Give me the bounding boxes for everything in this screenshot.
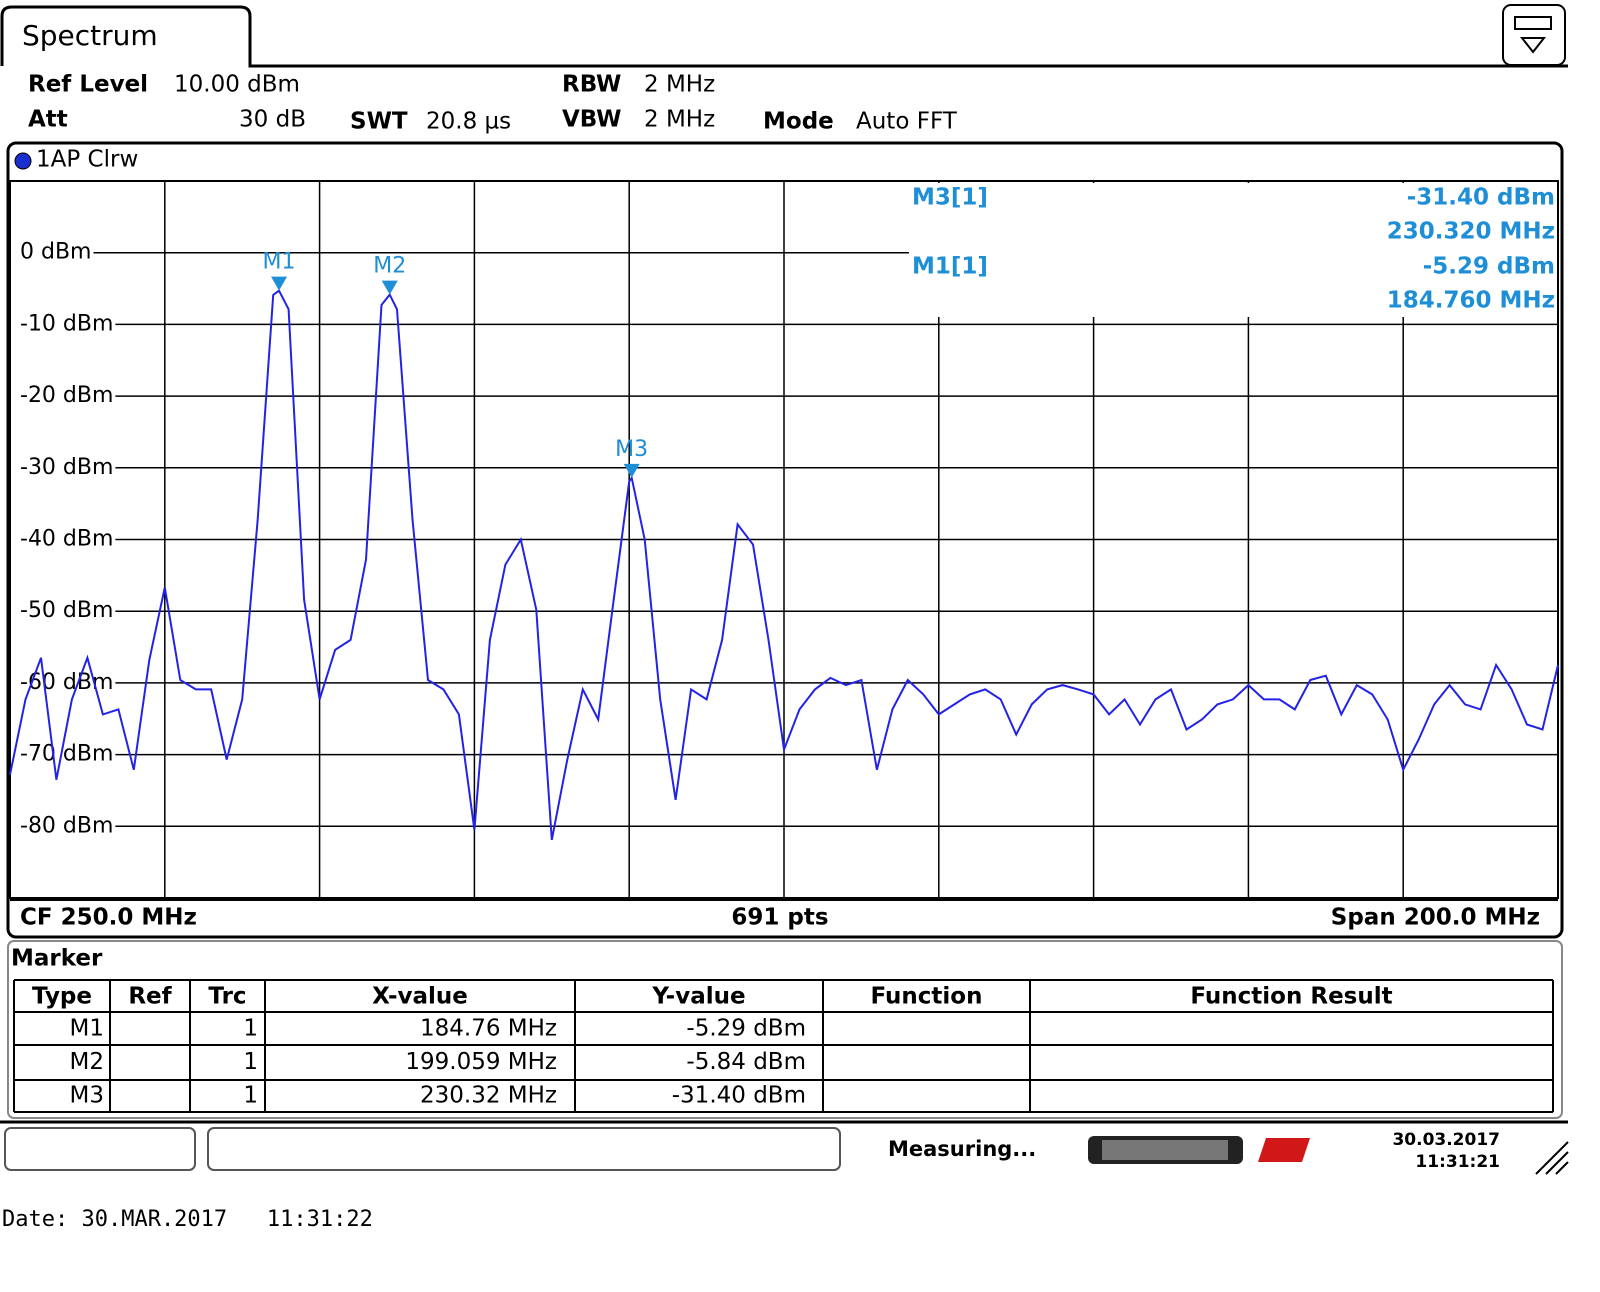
setting-value: Auto FFT <box>856 109 958 135</box>
table-cell: 1 <box>243 1016 258 1042</box>
marker-triangle <box>381 280 398 295</box>
marker-info-box <box>909 183 1557 317</box>
marker-table-title: Marker <box>11 946 103 972</box>
y-tick-label: -30 dBm <box>20 455 113 480</box>
status-time: 11:31:21 <box>1415 1152 1500 1172</box>
marker-triangle <box>271 276 288 291</box>
y-tick-label: -80 dBm <box>20 813 113 838</box>
setting-label: Ref Level <box>28 72 148 98</box>
footer-points: 691 pts <box>731 905 828 931</box>
table-cell: 1 <box>243 1083 258 1109</box>
table-cell: M1 <box>70 1016 104 1042</box>
table-cell: -5.84 dBm <box>686 1049 806 1075</box>
footer-center-frequency: CF 250.0 MHz <box>20 905 197 931</box>
table-header: X-value <box>372 984 468 1010</box>
tab-title[interactable]: Spectrum <box>22 19 158 52</box>
table-cell: 1 <box>243 1049 258 1075</box>
setting-value: 2 MHz <box>644 107 715 133</box>
marker-label: M1 <box>263 250 296 275</box>
status-date: 30.03.2017 <box>1392 1130 1500 1150</box>
resize-grip <box>1535 1141 1569 1175</box>
setting-value: 20.8 µs <box>426 109 511 135</box>
setting-value: 10.00 dBm <box>174 72 300 98</box>
y-tick-label: -20 dBm <box>20 383 113 408</box>
marker-info-level: -5.29 dBm <box>1423 254 1555 280</box>
footer-span: Span 200.0 MHz <box>1331 905 1540 931</box>
table-cell: 199.059 MHz <box>405 1049 557 1075</box>
marker-panel <box>7 940 1563 1119</box>
table-cell: M2 <box>70 1049 104 1075</box>
y-tick-label: -60 dBm <box>20 670 113 695</box>
setting-label: SWT <box>350 109 408 135</box>
marker-info-label: M1[1] <box>912 254 988 280</box>
marker-info-level: -31.40 dBm <box>1407 185 1555 211</box>
table-cell: M3 <box>70 1083 104 1109</box>
y-tick-label: -40 dBm <box>20 527 113 552</box>
trace-label: 1AP Clrw <box>36 147 138 173</box>
marker-info-label: M3[1] <box>912 185 988 211</box>
marker-label: M3 <box>615 437 648 462</box>
setting-value: 2 MHz <box>644 72 715 98</box>
menu-icon[interactable] <box>1502 4 1566 66</box>
input-box[interactable] <box>207 1127 841 1171</box>
setting-label: Att <box>28 107 68 133</box>
lxi-logo <box>1258 1138 1310 1162</box>
table-header: Function Result <box>1190 984 1392 1010</box>
setting-label: Mode <box>763 109 834 135</box>
setting-value: 30 dB <box>239 107 306 133</box>
table-cell: -5.29 dBm <box>686 1016 806 1042</box>
icon-arrow <box>1519 37 1547 54</box>
trace <box>9 289 1559 841</box>
icon-bar <box>1514 16 1552 30</box>
y-tick-label: -70 dBm <box>20 742 113 767</box>
setting-label: RBW <box>562 72 621 98</box>
timestamp: Date: 30.MAR.2017 11:31:22 <box>2 1207 373 1232</box>
table-cell: -31.40 dBm <box>672 1083 806 1109</box>
table-cell: 230.32 MHz <box>420 1083 557 1109</box>
progress-fill <box>1102 1140 1228 1160</box>
progress-bar <box>1088 1136 1243 1164</box>
y-tick-label: -50 dBm <box>20 598 113 623</box>
marker-label: M2 <box>373 254 406 279</box>
tab-outline <box>0 5 1568 68</box>
table-header: Ref <box>128 984 172 1010</box>
table-header: Function <box>870 984 982 1010</box>
marker-info-frequency: 184.760 MHz <box>1387 288 1555 314</box>
setting-label: VBW <box>562 107 621 133</box>
marker-triangle <box>623 463 640 478</box>
table-cell: 184.76 MHz <box>420 1016 557 1042</box>
softkey-box[interactable] <box>4 1127 196 1171</box>
trace-indicator <box>14 152 32 170</box>
y-tick-label: -10 dBm <box>20 311 113 336</box>
marker-info-frequency: 230.320 MHz <box>1387 219 1555 245</box>
status-message: Measuring... <box>888 1137 1036 1161</box>
table-header: Type <box>32 984 92 1010</box>
y-tick-label: 0 dBm <box>20 240 91 265</box>
table-header: Trc <box>208 984 246 1010</box>
icon-frame[interactable] <box>1502 4 1566 66</box>
table-header: Y-value <box>651 984 745 1010</box>
